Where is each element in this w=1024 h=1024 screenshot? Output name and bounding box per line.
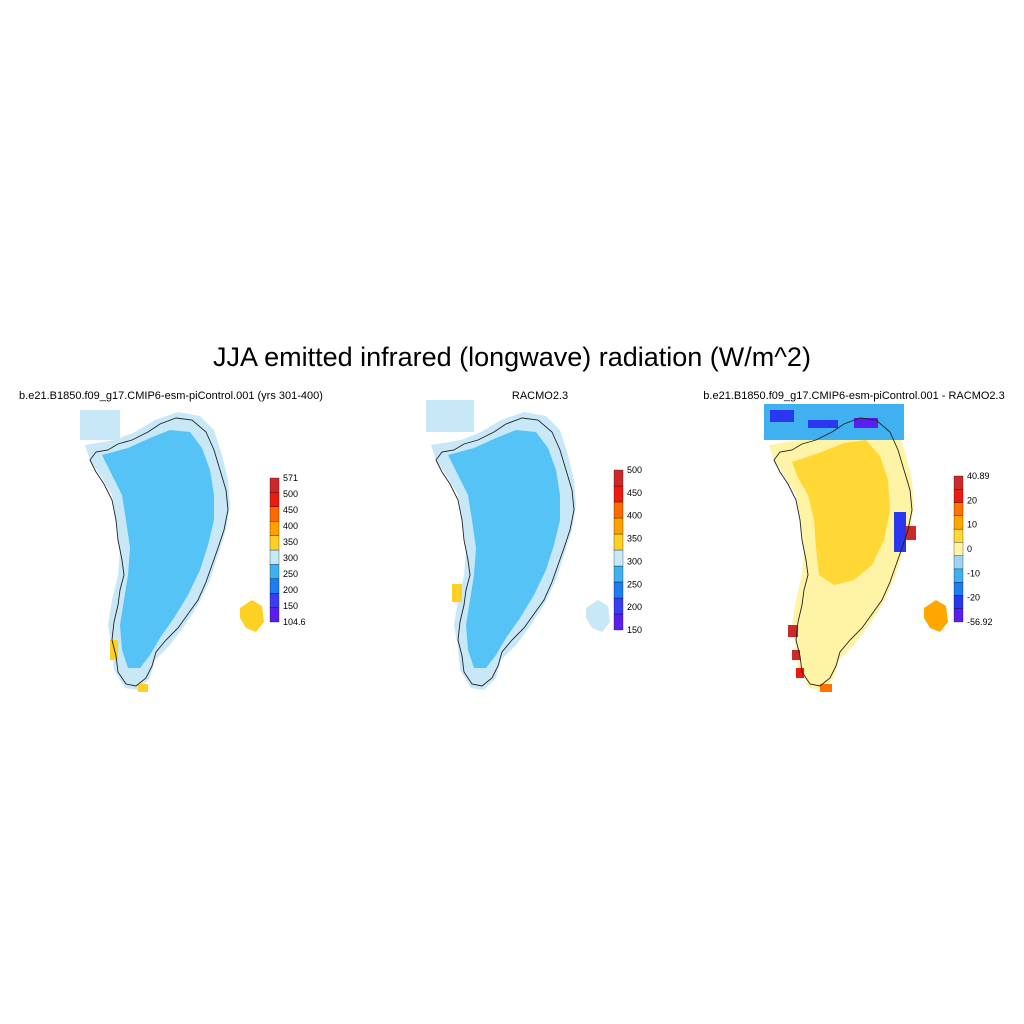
colorbar-tick-label: 350 [627, 534, 642, 544]
colorbar-tick-label: 10 [967, 520, 977, 530]
panel-title-diff: b.e21.B1850.f09_g17.CMIP6-esm-piControl.… [703, 390, 1005, 402]
figure-title: JJA emitted infrared (longwave) radiatio… [213, 342, 811, 372]
colorbar-tick-label: 150 [627, 625, 642, 635]
colorbar-swatch [269, 477, 280, 493]
colorbar-swatch [953, 515, 964, 530]
colorbar-swatch [269, 593, 280, 608]
colorbar-swatch [269, 607, 280, 623]
colorbar-tick-label: 500 [283, 489, 298, 499]
panel-title-model: b.e21.B1850.f09_g17.CMIP6-esm-piControl.… [19, 390, 323, 402]
colorbar-swatch [953, 542, 964, 556]
colorbar-swatch [953, 568, 964, 583]
colorbar-swatch [269, 535, 280, 551]
colorbar-tick-label: -10 [967, 568, 980, 578]
colorbar-swatch [613, 533, 624, 551]
colorbar-swatch [953, 475, 964, 490]
colorbar-swatch [613, 613, 624, 631]
colorbar-tick-label: 200 [627, 602, 642, 612]
colorbar-swatch [613, 501, 624, 519]
map-panel-model: 104.6 150 200 250 300 350 400 450 500 571 [80, 410, 306, 692]
colorbar-tick-label: 300 [283, 553, 298, 563]
map-panel-diff: -56.92 -20 -10 0 10 20 40.89 [764, 404, 993, 692]
colorbar-swatch [613, 549, 624, 567]
colorbar-swatch [613, 517, 624, 535]
colorbar-swatch [269, 492, 280, 507]
map-patch-tip [138, 684, 148, 692]
colorbar-swatch [269, 521, 280, 536]
colorbar-tick-label: 450 [627, 488, 642, 498]
colorbar-tick-label: 150 [283, 601, 298, 611]
colorbar-swatch [269, 564, 280, 579]
colorbar-obs: 150 200 250 300 350 400 450 500 [613, 465, 642, 635]
map-patch-north [426, 400, 474, 432]
colorbar-swatch [953, 502, 964, 516]
colorbar-swatch [953, 582, 964, 596]
colorbar-tick-label: 40.89 [967, 471, 990, 481]
colorbar-tick-label: 350 [283, 537, 298, 547]
colorbar-tick-label: 104.6 [283, 617, 306, 627]
map-panel-obs: 150 200 250 300 350 400 450 500 [426, 400, 642, 690]
colorbar-tick-label: 571 [283, 473, 298, 483]
colorbar-diff: -56.92 -20 -10 0 10 20 40.89 [953, 471, 993, 627]
colorbar-tick-label: 200 [283, 585, 298, 595]
colorbar-swatch [269, 549, 280, 565]
map-patch-south [110, 640, 118, 660]
colorbar-tick-label: -56.92 [967, 617, 993, 627]
colorbar-tick-label: 0 [967, 544, 972, 554]
colorbar-tick-label: 20 [967, 495, 977, 505]
map-patch-southwest [788, 625, 798, 637]
colorbar-tick-label: 400 [627, 511, 642, 521]
map-patch-east [894, 512, 906, 552]
island-svalbard [240, 600, 264, 632]
colorbar-swatch [953, 555, 964, 570]
colorbar-swatch [613, 469, 624, 487]
colorbar-swatch [953, 595, 964, 609]
colorbar-tick-label: 400 [283, 521, 298, 531]
colorbar-swatch [953, 528, 964, 543]
colorbar-swatch [953, 608, 964, 623]
colorbar-tick-label: 250 [627, 579, 642, 589]
colorbar-tick-label: 450 [283, 505, 298, 515]
map-patch-southwest [452, 584, 462, 602]
colorbar-swatch [269, 578, 280, 594]
colorbar-tick-label: 500 [627, 465, 642, 475]
colorbar-swatch [613, 485, 624, 503]
colorbar-tick-label: 250 [283, 569, 298, 579]
colorbar-tick-label: 300 [627, 556, 642, 566]
map-patch-north [80, 410, 120, 440]
panel-title-obs: RACMO2.3 [511, 390, 569, 402]
island-svalbard [586, 600, 610, 632]
colorbar-model: 104.6 150 200 250 300 350 400 450 500 571 [269, 473, 306, 627]
colorbar-swatch [613, 597, 624, 615]
colorbar-swatch [269, 506, 280, 522]
colorbar-swatch [953, 489, 964, 503]
island-svalbard [924, 600, 948, 632]
colorbar-swatch [613, 581, 624, 599]
colorbar-tick-label: -20 [967, 593, 980, 603]
colorbar-swatch [613, 565, 624, 583]
